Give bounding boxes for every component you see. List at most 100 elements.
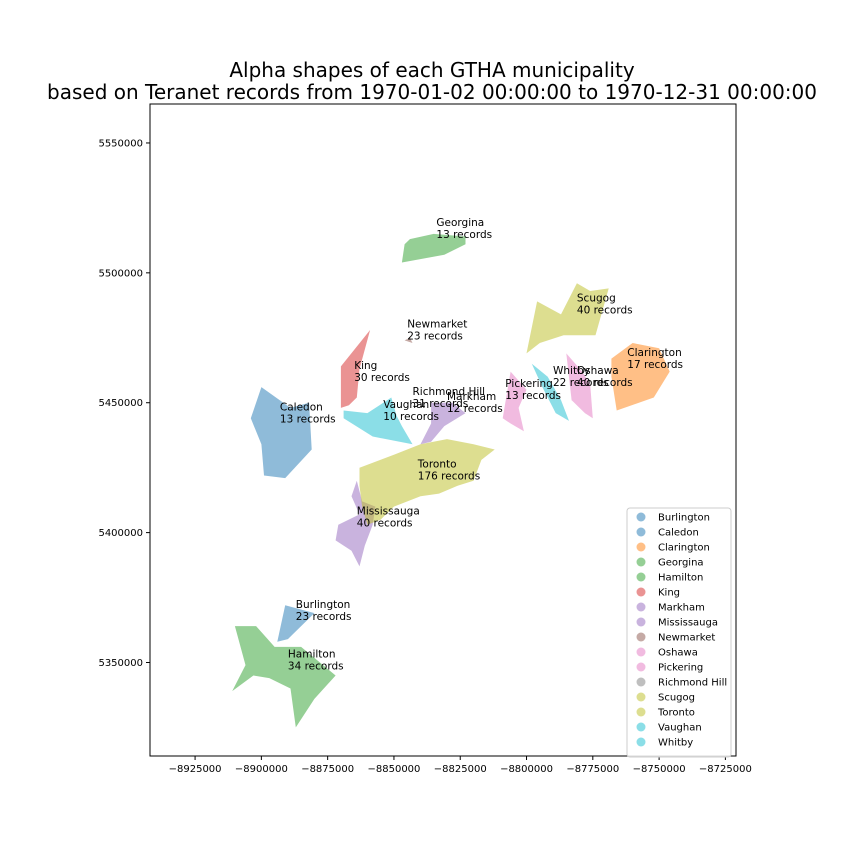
label-king-name: King [354,360,377,372]
legend-label-richmond-hill: Richmond Hill [658,678,727,689]
legend-marker-king [636,587,646,597]
y-axis: 5350000 5400000 5450000 5500000 5550000 [98,138,150,669]
legend-label-toronto: Toronto [657,708,695,719]
label-richmond-hill-count: 31 records [413,398,469,410]
legend-marker-newmarket [636,632,646,642]
shape-oshawa [566,353,593,419]
x-axis: −8925000 −8900000 −8875000 −8850000 −8825000… [169,756,752,775]
label-clarington-count: 17 records [627,359,683,371]
label-newmarket-count: 23 records [407,330,463,342]
x-tick-label: −8725000 [699,764,752,775]
y-tick-label: 5450000 [98,398,143,409]
label-toronto-count: 176 records [418,471,480,483]
shape-king [340,330,371,408]
legend-label-pickering: Pickering [658,663,703,674]
chart-title-line1: Alpha shapes of each GTHA municipality [229,58,635,82]
legend-label-caledon: Caledon [658,528,699,539]
shape-newmarket [404,337,413,343]
legend-label-scugog: Scugog [658,693,695,704]
plot-frame [149,103,737,757]
label-hamilton-count: 34 records [288,660,344,672]
label-georgina-name: Georgina [436,217,484,229]
legend-marker-markham [636,602,646,612]
label-pickering-name: Pickering [505,378,553,390]
legend-marker-mississauga [636,617,646,627]
label-richmond-hill-name: Richmond Hill [413,386,486,398]
shape-pickering [502,371,527,432]
y-tick-label: 5350000 [98,658,143,669]
label-king-count: 30 records [354,372,410,384]
shape-burlington [277,605,315,642]
label-newmarket-name: Newmarket [407,318,467,330]
label-burlington-name: Burlington [296,599,351,611]
legend-label-burlington: Burlington [658,513,710,524]
label-toronto-name: Toronto [417,459,457,471]
y-tick-label: 5550000 [98,138,143,149]
legend-marker-scugog [636,692,646,702]
chart-title-line2: based on Teranet records from 1970-01-02… [47,80,817,104]
legend-label-oshawa: Oshawa [658,648,698,659]
label-caledon-name: Caledon [280,402,323,414]
label-mississauga-name: Mississauga [357,505,420,517]
legend-marker-richmond-hill [636,677,646,687]
legend-box [626,507,732,758]
label-oshawa-count: 40 records [577,377,633,389]
label-pickering-count: 13 records [505,390,561,402]
legend-marker-oshawa [636,647,646,657]
label-caledon-count: 13 records [280,414,336,426]
label-whitby-count: 22 records [553,377,609,389]
shape-mississauga [335,480,376,567]
legend-marker-toronto [636,707,646,717]
shape-whitby [531,363,569,421]
shape-vaughan [343,397,413,445]
x-tick-label: −8800000 [500,764,553,775]
legend-label-hamilton: Hamilton [658,573,703,584]
label-scugog-name: Scugog [577,292,616,304]
label-clarington-name: Clarington [627,347,681,359]
label-georgina-count: 13 records [436,229,492,241]
label-burlington-count: 23 records [296,611,352,623]
shape-georgina [401,233,466,263]
legend-label-mississauga: Mississauga [658,618,718,629]
shape-clarington [611,343,670,411]
legend-label-whitby: Whitby [658,738,693,749]
label-vaughan-count: 10 records [383,411,439,423]
label-mississauga-count: 40 records [357,517,413,529]
legend: Burlington Caledon Clarington Georgina Hamil… [626,507,732,758]
legend-marker-hamilton [636,572,646,582]
label-whitby-name: Whitby [553,365,590,377]
x-tick-label: −8750000 [633,764,686,775]
legend-marker-burlington [636,512,646,522]
legend-marker-caledon [636,527,646,537]
y-tick-label: 5500000 [98,268,143,279]
x-tick-label: −8900000 [235,764,288,775]
x-tick-label: −8775000 [566,764,619,775]
label-hamilton-name: Hamilton [288,648,336,660]
shape-toronto [359,439,495,525]
legend-label-vaughan: Vaughan [658,723,702,734]
legend-label-king: King [658,588,680,599]
legend-label-newmarket: Newmarket [658,633,715,644]
x-tick-label: −8825000 [434,764,487,775]
x-tick-label: −8850000 [367,764,420,775]
shape-hamilton [232,626,336,728]
shape-markham [420,402,466,445]
shape-layer [232,233,670,728]
legend-marker-vaughan [636,722,646,732]
x-tick-label: −8875000 [301,764,354,775]
legend-marker-pickering [636,662,646,672]
shape-scugog [526,283,609,354]
legend-label-georgina: Georgina [658,558,704,569]
legend-label-markham: Markham [658,603,705,614]
legend-label-clarington: Clarington [658,543,710,554]
shape-caledon [250,387,312,479]
label-markham-count: 12 records [447,403,503,415]
legend-marker-clarington [636,542,646,552]
label-markham-name: Markham [447,391,496,403]
label-vaughan-name: Vaughan [383,399,429,411]
legend-marker-georgina [636,557,646,567]
legend-marker-whitby [636,737,646,747]
